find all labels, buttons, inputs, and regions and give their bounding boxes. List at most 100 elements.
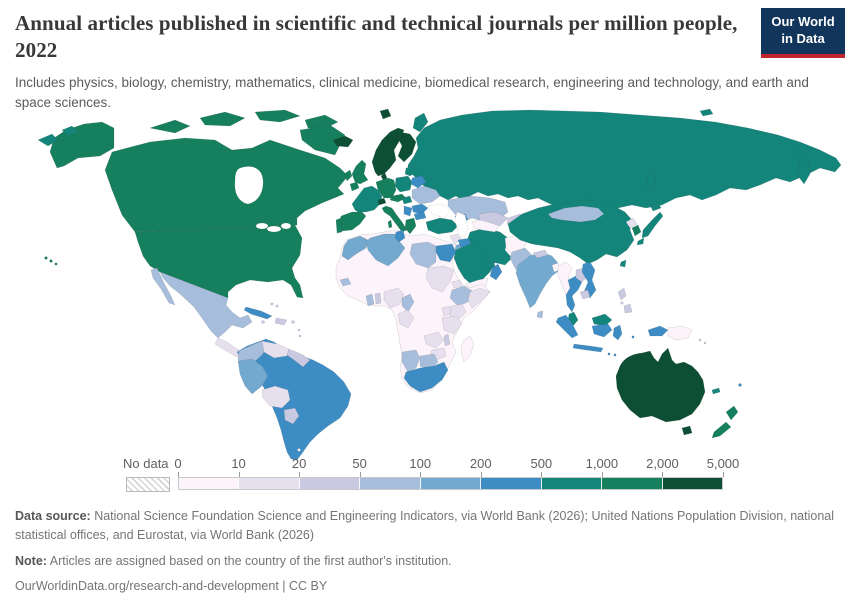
country-south-africa[interactable]: [403, 361, 449, 393]
country-hawaii2[interactable]: [49, 259, 53, 263]
legend-bin[interactable]: [540, 478, 602, 489]
country-philippines-visayas[interactable]: [620, 301, 624, 305]
country-indonesia-sunda1[interactable]: [607, 352, 611, 356]
country-balkans[interactable]: [403, 205, 413, 217]
country-romania[interactable]: [411, 203, 429, 215]
country-poland[interactable]: [394, 175, 413, 193]
country-russia-kamchatka[interactable]: [795, 149, 811, 185]
legend-no-data-swatch[interactable]: [126, 477, 170, 492]
country-peru[interactable]: [237, 358, 269, 395]
country-new-zealand-south[interactable]: [711, 421, 732, 439]
country-russia-sakhalin[interactable]: [645, 169, 657, 193]
owid-url-link[interactable]: OurWorldinData.org/research-and-developm…: [15, 579, 328, 594]
country-china[interactable]: [507, 199, 635, 265]
country-south-korea[interactable]: [631, 224, 642, 237]
country-indonesia-sulawesi[interactable]: [612, 324, 623, 341]
country-canada[interactable]: [104, 137, 349, 233]
country-cameroon[interactable]: [401, 293, 415, 313]
country-ireland[interactable]: [343, 169, 353, 182]
country-vietnam[interactable]: [581, 261, 597, 299]
country-baltics[interactable]: [404, 165, 418, 177]
country-germany[interactable]: [375, 177, 397, 199]
country-spain[interactable]: [339, 211, 367, 232]
country-puerto-rico[interactable]: [291, 320, 295, 324]
country-tunisia[interactable]: [394, 229, 406, 243]
country-hispaniola[interactable]: [274, 317, 288, 326]
country-gabon-congo[interactable]: [397, 309, 415, 329]
country-japan-hokkaido[interactable]: [649, 201, 662, 212]
country-somalia[interactable]: [467, 287, 491, 309]
country-japan-honshu[interactable]: [641, 211, 664, 239]
country-russia-novaya-zemlya[interactable]: [412, 112, 429, 133]
country-turkey[interactable]: [425, 217, 459, 235]
country-mongolia[interactable]: [547, 205, 605, 223]
country-bolivia[interactable]: [261, 385, 291, 409]
country-indonesia-sunda2[interactable]: [613, 353, 617, 357]
country-canada-baffin[interactable]: [299, 124, 346, 156]
country-canada-island1[interactable]: [149, 119, 191, 134]
country-sardinia[interactable]: [387, 219, 393, 229]
country-portugal[interactable]: [335, 217, 343, 234]
country-russia-wrangel[interactable]: [61, 125, 79, 137]
country-antilles1[interactable]: [297, 328, 301, 332]
country-finland[interactable]: [397, 131, 417, 163]
country-togo-benin[interactable]: [374, 292, 382, 305]
country-france[interactable]: [351, 185, 383, 213]
country-oman[interactable]: [489, 263, 503, 281]
country-thailand[interactable]: [565, 275, 583, 313]
country-austria-czechia[interactable]: [389, 193, 407, 203]
country-zambia[interactable]: [423, 331, 445, 349]
country-taiwan[interactable]: [619, 259, 627, 268]
country-ghana[interactable]: [365, 293, 375, 307]
country-new-caledonia[interactable]: [711, 387, 721, 395]
country-ukraine[interactable]: [411, 185, 441, 205]
country-falkland-islands[interactable]: [297, 448, 301, 452]
country-sudan[interactable]: [425, 265, 455, 293]
country-jamaica[interactable]: [261, 320, 265, 324]
country-cuba[interactable]: [243, 306, 273, 320]
country-hungary-slovakia[interactable]: [401, 195, 413, 205]
country-japan-kyushu[interactable]: [636, 237, 645, 246]
country-senegal[interactable]: [339, 277, 352, 287]
country-sri-lanka[interactable]: [536, 310, 544, 319]
country-bahamas2[interactable]: [275, 304, 279, 308]
country-paraguay[interactable]: [283, 407, 300, 425]
country-switzerland[interactable]: [377, 197, 387, 206]
country-malawi[interactable]: [443, 333, 451, 347]
country-antilles2[interactable]: [298, 334, 302, 338]
legend-bin[interactable]: [179, 478, 239, 489]
country-tanzania[interactable]: [441, 315, 463, 335]
country-cambodia[interactable]: [579, 289, 591, 300]
country-madagascar[interactable]: [460, 335, 475, 363]
country-algeria[interactable]: [365, 233, 406, 267]
country-russia-chukotka[interactable]: [37, 133, 59, 147]
legend-bin[interactable]: [480, 478, 541, 489]
country-eritrea[interactable]: [451, 279, 463, 289]
country-philippines-luzon[interactable]: [617, 287, 627, 301]
country-greece[interactable]: [404, 217, 417, 235]
country-venezuela[interactable]: [261, 340, 290, 359]
country-hawaii1[interactable]: [44, 256, 48, 260]
country-united-kingdom[interactable]: [351, 159, 369, 185]
country-indonesia-java[interactable]: [572, 343, 604, 353]
country-papua-new-guinea[interactable]: [667, 325, 693, 341]
country-bahamas1[interactable]: [270, 302, 274, 306]
country-italy[interactable]: [381, 205, 408, 233]
country-libya[interactable]: [409, 241, 437, 269]
country-solomon2[interactable]: [703, 341, 707, 345]
country-saudi-arabia[interactable]: [453, 243, 496, 286]
country-belarus[interactable]: [410, 175, 427, 189]
country-indonesia-west-papua[interactable]: [647, 325, 669, 337]
country-north-korea[interactable]: [625, 217, 638, 229]
country-canada-island3[interactable]: [254, 109, 301, 123]
country-nepal[interactable]: [532, 249, 549, 259]
country-new-zealand-north[interactable]: [725, 405, 739, 421]
country-fiji[interactable]: [738, 383, 742, 387]
country-indonesia-borneo[interactable]: [591, 323, 613, 338]
legend-bin[interactable]: [238, 478, 299, 489]
country-tasmania[interactable]: [681, 425, 693, 436]
country-russia-new-siberian[interactable]: [699, 108, 714, 117]
country-namibia[interactable]: [401, 349, 421, 373]
country-morocco[interactable]: [341, 235, 369, 261]
country-ethiopia[interactable]: [449, 285, 475, 307]
